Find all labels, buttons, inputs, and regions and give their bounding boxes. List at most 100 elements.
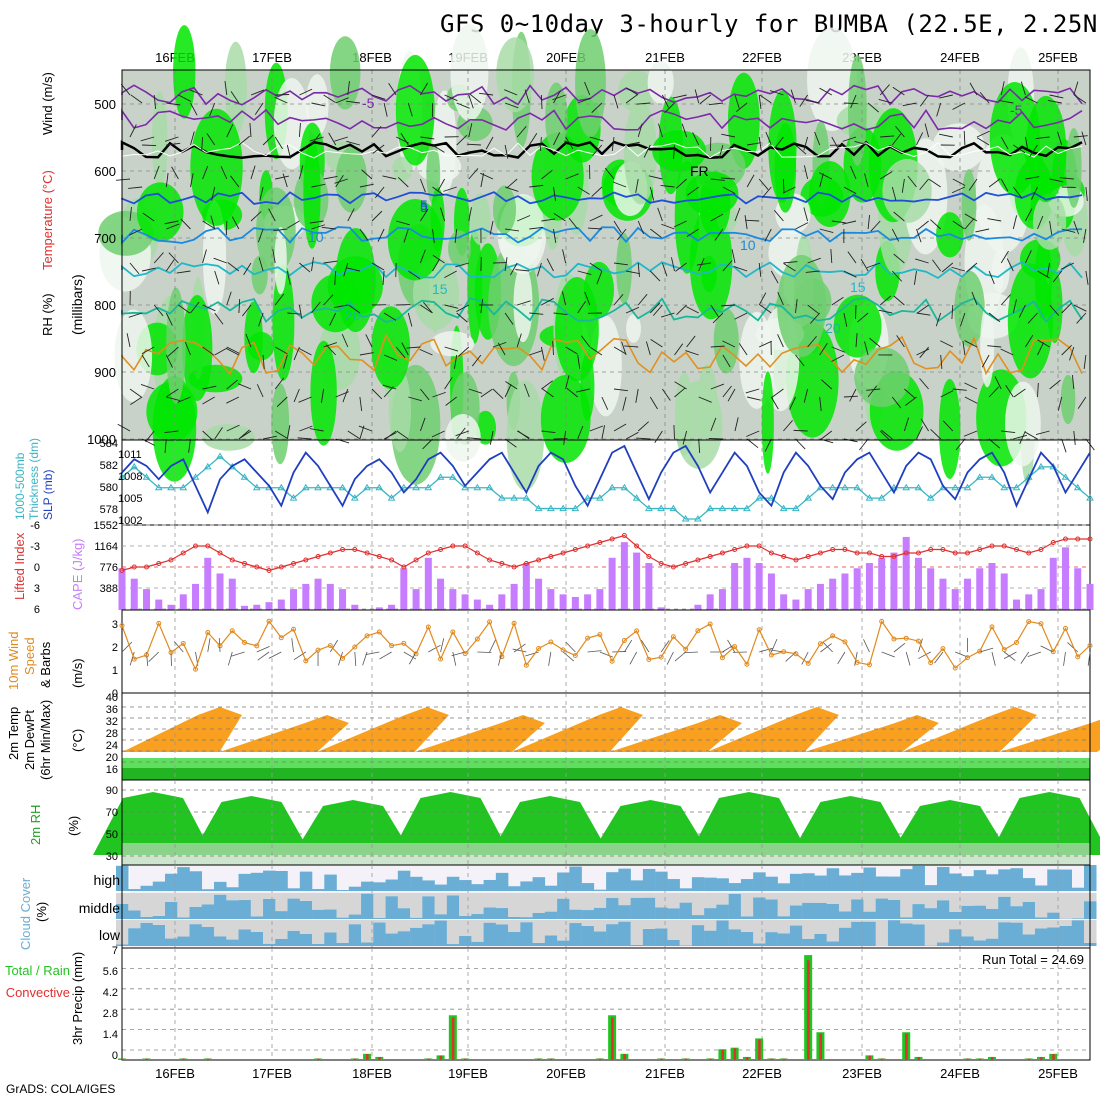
cloud-gap xyxy=(250,893,264,917)
lifted-index-marker xyxy=(499,561,505,566)
wind-barb xyxy=(245,333,252,348)
lifted-index-marker xyxy=(597,540,603,545)
wind-barb xyxy=(443,186,457,192)
cloud-gap xyxy=(201,920,215,927)
wind-barb xyxy=(517,300,531,306)
wind-barb xyxy=(859,438,869,451)
wind-barb-10m xyxy=(979,647,994,653)
wind-barb xyxy=(1083,228,1087,243)
cloud-bar xyxy=(618,921,631,946)
wind-barb xyxy=(505,228,520,232)
isotherm-line xyxy=(121,84,1083,106)
lifted-index-marker xyxy=(805,554,811,559)
wind-barb xyxy=(1073,304,1087,312)
wind-barb xyxy=(323,294,334,306)
date-label-top: 20FEB xyxy=(546,50,586,65)
wind-barb xyxy=(153,252,164,264)
wind-barb-10m xyxy=(837,651,846,665)
lifted-index-marker xyxy=(683,561,689,566)
wind-barb xyxy=(613,94,619,109)
wind10-unit: (m/s) xyxy=(70,658,85,688)
wind-barb xyxy=(540,94,543,110)
rh-patch xyxy=(492,185,517,234)
cloud-bar xyxy=(716,878,729,891)
cloud-bar xyxy=(802,873,815,891)
wind-barb xyxy=(765,131,772,146)
wind-barb xyxy=(553,132,561,146)
convective-bar xyxy=(684,1058,688,1060)
wind-barb xyxy=(342,388,349,403)
cloud-bar xyxy=(532,912,546,919)
wind-barb xyxy=(1001,430,1016,434)
cloud-gap xyxy=(802,893,815,903)
thickness-marker xyxy=(902,483,911,491)
wind-barb xyxy=(1031,186,1038,200)
wind-barb xyxy=(310,136,324,142)
wind-barb xyxy=(504,384,512,398)
cloud-bar xyxy=(299,871,313,891)
thickness-tick: 582 xyxy=(100,460,118,472)
wind-barb xyxy=(541,297,554,306)
wind-barb xyxy=(722,260,733,272)
cape-bar xyxy=(963,578,971,610)
cloud-bar xyxy=(777,916,791,919)
dewpoint-band xyxy=(122,768,1090,780)
wind-tick: 2 xyxy=(112,642,118,654)
wind-barb xyxy=(516,333,522,348)
upper-y-tick: 800 xyxy=(94,298,116,313)
wind-barb xyxy=(789,396,796,410)
wind-barb xyxy=(747,142,761,146)
wind-barb xyxy=(671,257,675,272)
wind-barb xyxy=(1013,144,1026,154)
cloud-bar xyxy=(887,920,901,946)
wind-barb xyxy=(529,226,544,230)
lifted-index-marker xyxy=(180,550,186,556)
wind-barb xyxy=(286,270,291,285)
rh-patch xyxy=(388,369,412,452)
cloud-gap xyxy=(557,893,570,899)
cloud-gap xyxy=(655,893,668,908)
cloud-gap xyxy=(900,893,913,918)
wind-barb xyxy=(952,102,966,110)
wind-barb xyxy=(562,249,567,264)
wind-barb xyxy=(917,220,929,231)
wind-barb xyxy=(238,298,241,314)
wind-barb xyxy=(625,94,638,104)
cloud-bar xyxy=(814,875,827,891)
date-label-bottom: 20FEB xyxy=(546,1066,586,1081)
cape-bar xyxy=(486,604,494,610)
wind-barb xyxy=(202,346,215,356)
cloud-bar xyxy=(152,915,166,919)
wind-barb xyxy=(382,175,397,180)
cape-bar xyxy=(1012,599,1020,610)
wind-barb xyxy=(400,132,409,146)
lifted-index-marker xyxy=(193,543,199,549)
wind-barb xyxy=(165,354,173,368)
wind-barb xyxy=(202,396,215,405)
wind-speed-marker xyxy=(352,644,358,650)
wind-barb xyxy=(564,140,578,146)
cloud-bar xyxy=(753,872,766,891)
cloud-gap xyxy=(299,893,313,901)
wind-barb xyxy=(1027,312,1038,324)
cloud-bar xyxy=(998,922,1011,946)
wind-barb xyxy=(480,172,494,180)
rh-diurnal-fill xyxy=(490,796,610,855)
thickness-marker xyxy=(559,504,567,512)
cloud-gap xyxy=(214,920,227,937)
wind-barb xyxy=(257,228,264,243)
wind-barb xyxy=(613,220,622,234)
wind-barb-10m xyxy=(1003,651,1017,659)
cloud-bar xyxy=(201,926,215,946)
cape-bar xyxy=(645,563,653,610)
cape-bar xyxy=(228,578,236,610)
cloud-bar xyxy=(299,900,313,919)
convective-bar xyxy=(182,1058,185,1060)
cloud-gap xyxy=(238,893,252,901)
wind-barb xyxy=(1037,270,1050,279)
wind-barb-10m xyxy=(612,651,627,653)
rh-patch xyxy=(1060,374,1076,425)
temp-tick: 20 xyxy=(106,752,118,764)
wind-barb xyxy=(758,136,762,151)
temp-diurnal-fill xyxy=(317,707,449,752)
